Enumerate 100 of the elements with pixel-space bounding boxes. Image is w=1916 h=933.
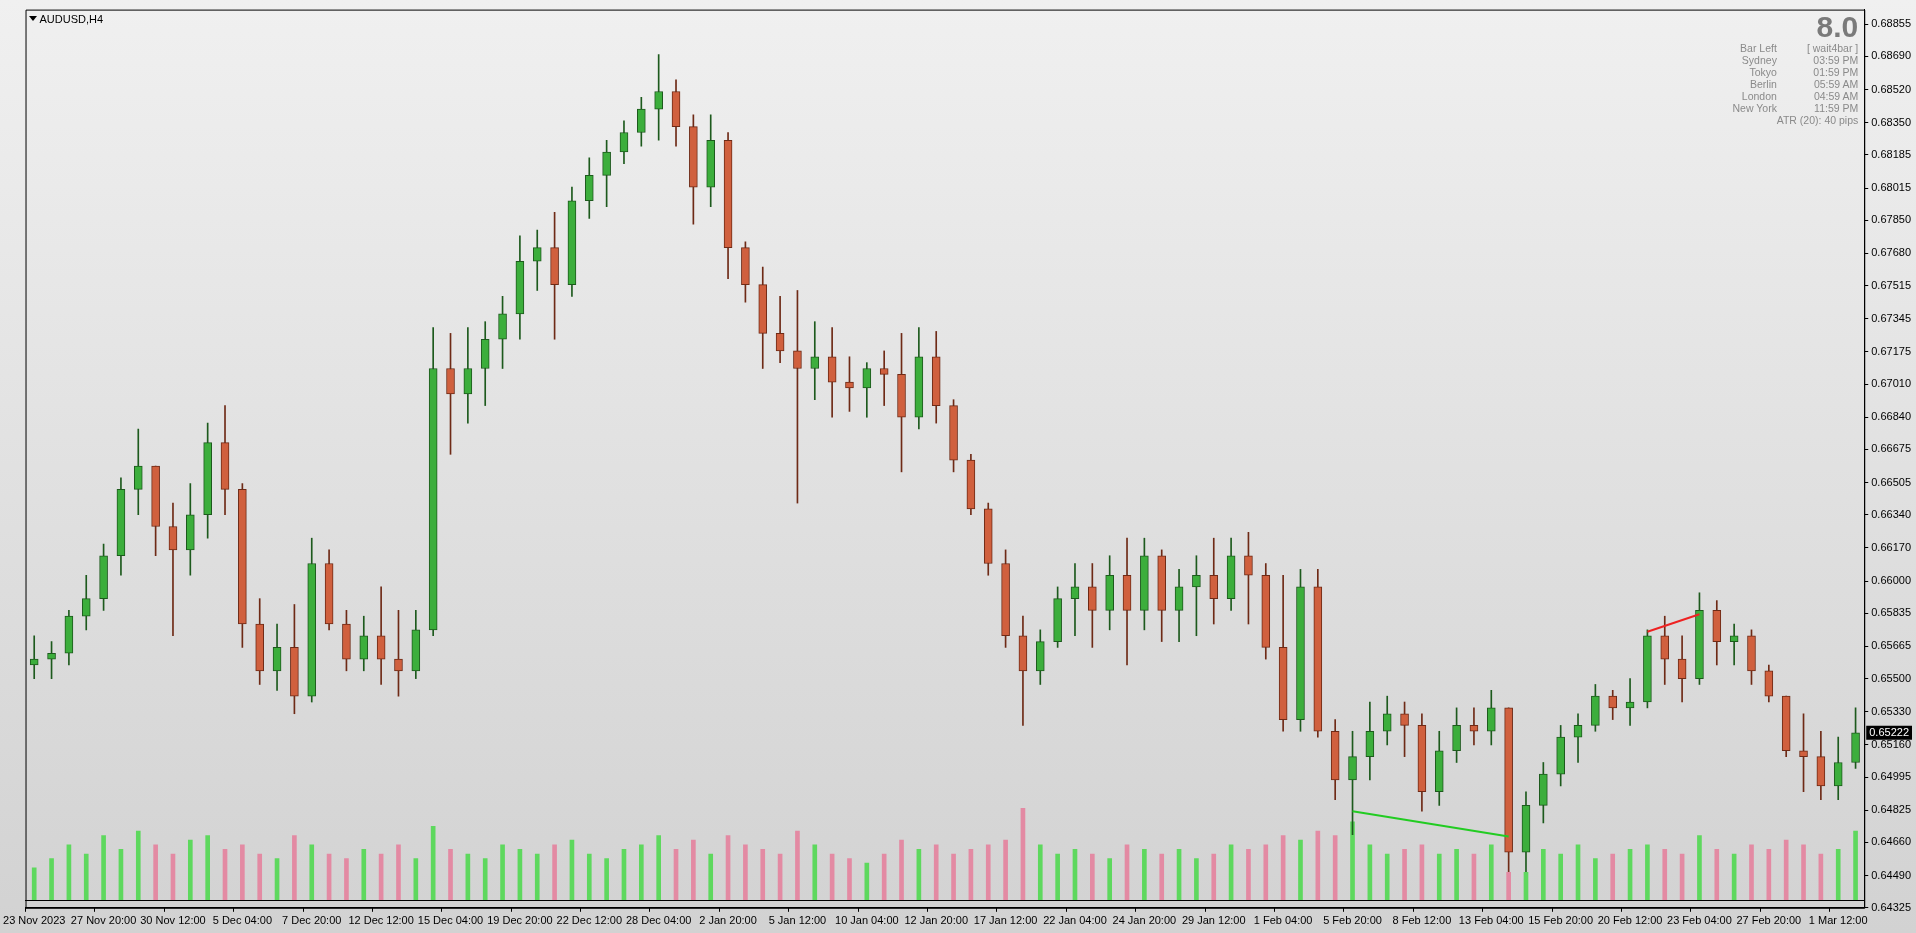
bar (1436, 853, 1442, 900)
bar (760, 848, 766, 900)
x-tick-label: 27 Nov 20:00 (70, 914, 137, 927)
bar (153, 844, 158, 900)
annotation: 01:59 PM (1812, 65, 1859, 78)
x-tick-label: 28 Dec 04:00 (625, 914, 692, 927)
annotation: 04:59 AM (1812, 89, 1859, 102)
x-tick-label: 12 Dec 12:00 (348, 914, 414, 927)
annotation: 05:59 AM (1812, 77, 1859, 90)
bar (899, 839, 904, 900)
bar (205, 835, 210, 900)
bar (482, 858, 488, 900)
y-tick-label: 0.64825 (1871, 803, 1911, 816)
bar (812, 844, 818, 900)
bar (1697, 835, 1702, 900)
y-tick-label: 0.64325 (1871, 900, 1911, 913)
candlestick (29, 635, 39, 679)
bar (361, 848, 367, 900)
bar (135, 830, 141, 900)
annotation: Sydney (1740, 53, 1777, 66)
annotation: [ wait4bar ] (1805, 41, 1859, 54)
annotation: 8.0 (1815, 9, 1859, 43)
x-tick-label: 7 Dec 20:00 (282, 914, 342, 927)
x-tick-label: 1 Mar 12:00 (1808, 914, 1868, 927)
bar (1558, 853, 1564, 900)
x-tick-label: 17 Jan 12:00 (973, 914, 1038, 927)
bar (309, 844, 315, 900)
x-tick-label: 22 Jan 04:00 (1043, 914, 1107, 927)
bar (552, 844, 557, 900)
bar (691, 839, 696, 900)
x-tick-label: 30 Nov 12:00 (140, 914, 206, 927)
bar (1246, 848, 1251, 900)
x-tick-label: 24 Jan 20:00 (1112, 914, 1177, 927)
y-tick-label: 0.68015 (1871, 181, 1911, 194)
bar (1801, 844, 1806, 900)
bar (344, 858, 349, 900)
bar (708, 853, 714, 900)
bar (1662, 848, 1668, 900)
bar (257, 853, 263, 900)
bar (31, 867, 37, 900)
annotation: 03:59 PM (1812, 53, 1859, 66)
bar (1107, 858, 1112, 900)
y-tick-label: 0.64995 (1871, 770, 1911, 783)
bar (1610, 853, 1616, 900)
y-tick-label: 0.67175 (1871, 344, 1911, 357)
bar (1454, 848, 1459, 900)
bar (448, 848, 453, 900)
x-tick-label: 22 Dec 12:00 (556, 914, 622, 927)
bar (500, 844, 505, 900)
bar (534, 853, 540, 900)
x-tick-label: 23 Feb 04:00 (1667, 914, 1732, 927)
y-tick-label: 0.68855 (1871, 17, 1911, 30)
y-tick-label: 0.66170 (1871, 540, 1911, 553)
y-tick-label: 0.65330 (1871, 704, 1911, 717)
annotation: London (1740, 89, 1777, 102)
annotation: Bar Left (1739, 41, 1777, 54)
y-tick-label: 0.67010 (1871, 377, 1911, 390)
bar (1298, 839, 1303, 900)
candlestick (654, 54, 663, 141)
y-tick-label: 0.67345 (1871, 311, 1911, 324)
x-tick-label: 15 Feb 20:00 (1528, 914, 1594, 927)
bar (101, 835, 106, 900)
candlestick (376, 586, 386, 685)
bar (1714, 848, 1720, 900)
bar (1593, 858, 1598, 900)
x-tick-label: 2 Jan 20:00 (699, 914, 757, 927)
bar (1402, 848, 1407, 900)
x-tick-label: 29 Jan 12:00 (1181, 914, 1246, 927)
bar (1211, 853, 1217, 900)
candlestick (1469, 707, 1479, 746)
bar (638, 844, 644, 900)
x-tick-label: 5 Dec 04:00 (212, 914, 273, 927)
bar (1853, 830, 1858, 900)
bar (1159, 853, 1165, 900)
bar (1506, 871, 1511, 900)
y-tick-label: 0.67515 (1871, 278, 1911, 291)
annotation: Berlin (1750, 77, 1777, 90)
bar (1645, 844, 1650, 900)
annotation: 11:59 PM (1813, 101, 1859, 114)
candlestick (879, 350, 889, 406)
bar (49, 858, 54, 900)
chart-title: AUDUSD,H4 (39, 12, 104, 25)
x-tick-label: 12 Jan 20:00 (904, 914, 969, 927)
bar (1055, 853, 1060, 900)
bar (1541, 848, 1546, 900)
bar (413, 858, 419, 900)
bar (1194, 858, 1199, 900)
y-tick-label: 0.68185 (1871, 147, 1911, 160)
bar (985, 844, 991, 900)
y-tick-label: 0.67680 (1871, 246, 1911, 259)
x-tick-label: 20 Feb 12:00 (1597, 914, 1663, 927)
bar (864, 862, 870, 900)
bar (604, 858, 609, 900)
y-tick-label: 0.68520 (1871, 82, 1911, 95)
bar (1090, 853, 1095, 900)
bar (847, 858, 852, 900)
bar (240, 844, 245, 900)
text: 0.65222 (1869, 725, 1909, 738)
x-tick-label: 5 Jan 12:00 (768, 914, 827, 927)
bar (1003, 839, 1008, 900)
